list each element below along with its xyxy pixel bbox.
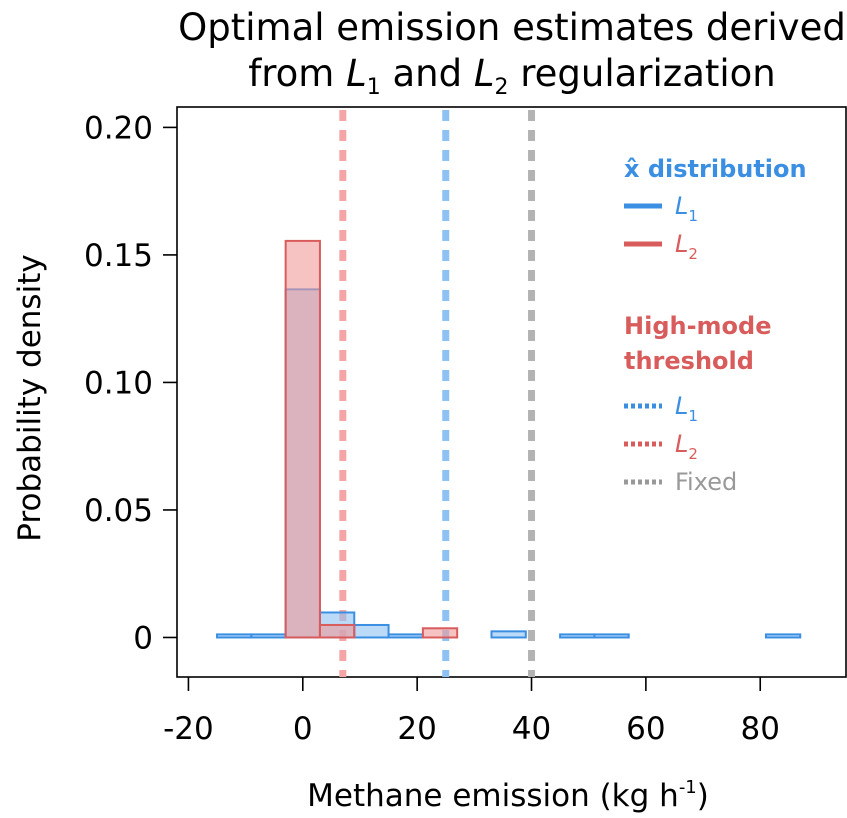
histogram-bars xyxy=(216,239,802,639)
y-axis: 0 0.05 0.10 0.15 0.20 xyxy=(84,110,177,656)
x-tick-label: 80 xyxy=(741,711,780,747)
legend-title-threshold-line1: High-mode xyxy=(624,312,772,340)
y-tick-label: 0.05 xyxy=(84,493,153,529)
bar-l1-5 xyxy=(387,633,424,639)
y-axis-label: Probability density xyxy=(12,254,48,541)
bar-l1-11 xyxy=(593,633,630,639)
legend-label-l1-thr: L1 xyxy=(675,392,698,425)
legend-title-distribution: x̂ distribution xyxy=(624,155,807,183)
y-tick-label: 0 xyxy=(133,620,153,656)
chart-title-line1: Optimal emission estimates derived xyxy=(178,6,846,49)
bar-l1-10 xyxy=(559,633,596,639)
threshold-lines xyxy=(339,107,536,677)
legend: x̂ distribution L1 L2 High-mode threshol… xyxy=(624,155,807,496)
chart-title-line2: from L1 and L2 regularization xyxy=(248,52,776,100)
bar-l1-4 xyxy=(353,623,390,639)
legend-label-fixed: Fixed xyxy=(675,468,737,496)
y-tick-label: 0.20 xyxy=(84,110,153,146)
plot-frame xyxy=(176,106,847,678)
legend-title-threshold-line2: threshold xyxy=(624,347,754,375)
bar-l1-8 xyxy=(490,630,527,639)
legend-label-l1-dist: L1 xyxy=(675,192,698,225)
x-axis-label: Methane emission (kg h-1) xyxy=(307,777,709,814)
bar-l1-16 xyxy=(764,633,802,639)
legend-label-l2-thr: L2 xyxy=(675,430,698,463)
x-tick-label: 20 xyxy=(397,711,436,747)
bar-l2-3 xyxy=(284,239,321,639)
x-tick-label: 40 xyxy=(512,711,551,747)
bar-l2-7 xyxy=(421,627,459,639)
y-tick-label: 0.10 xyxy=(84,365,153,401)
x-axis: -20 0 20 40 60 80 xyxy=(163,677,780,747)
bar-l1-0 xyxy=(216,633,253,639)
y-tick-label: 0.15 xyxy=(84,238,153,274)
bar-l1-1 xyxy=(250,633,287,639)
x-tick-label: 0 xyxy=(293,711,313,747)
bar-l2-4 xyxy=(318,623,356,639)
x-tick-label: 60 xyxy=(626,711,665,747)
legend-label-l2-dist: L2 xyxy=(675,230,698,263)
x-tick-label: -20 xyxy=(163,711,214,747)
